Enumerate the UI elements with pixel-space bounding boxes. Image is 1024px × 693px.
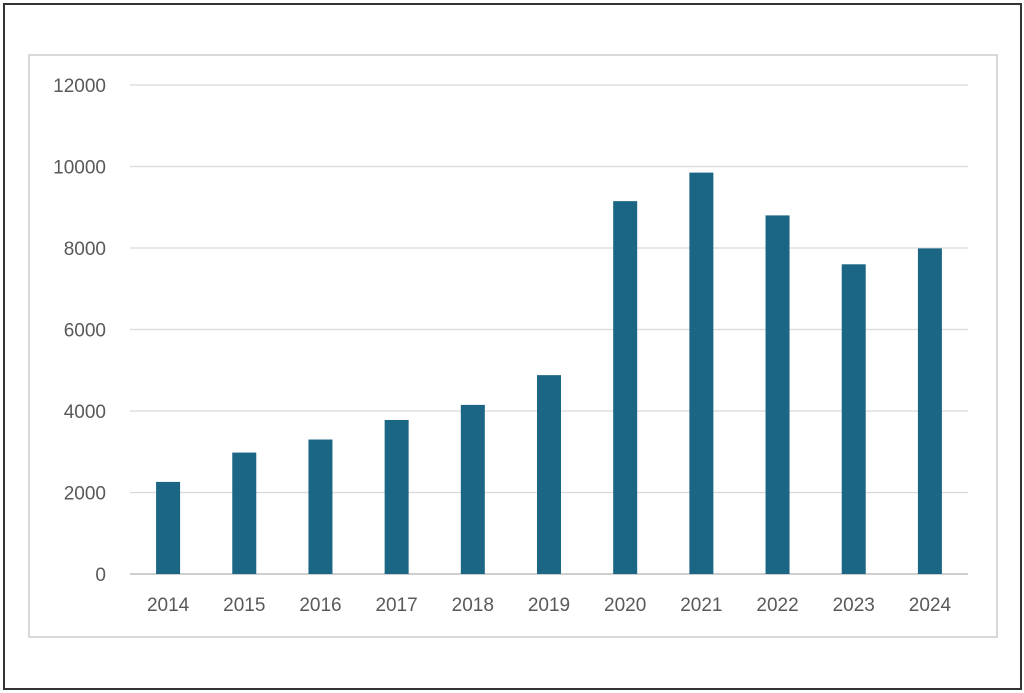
bar-2022 (765, 215, 790, 574)
y-tick-label: 2000 (64, 484, 106, 505)
bar-2024 (917, 248, 942, 574)
bar-2021 (689, 172, 714, 575)
x-tick-label: 2014 (147, 595, 190, 616)
x-tick-label: 2018 (452, 595, 494, 616)
x-tick-label: 2016 (299, 595, 341, 616)
bar-2023 (841, 264, 866, 574)
x-tick-label: 2021 (680, 595, 722, 616)
y-tick-label: 6000 (64, 321, 106, 342)
x-tick-label: 2022 (756, 595, 798, 616)
bar-2020 (613, 201, 638, 574)
y-tick-label: 4000 (64, 402, 106, 423)
y-axis-tick-labels: 0 2000 4000 6000 8000 10000 12000 (53, 76, 106, 586)
x-tick-label: 2024 (909, 595, 952, 616)
y-tick-label: 0 (95, 565, 106, 586)
chart-area (28, 54, 998, 638)
x-axis-tick-labels: 2014 2015 2016 2017 2018 2019 2020 2021 2022 2023… (147, 595, 952, 616)
y-tick-label: 10000 (53, 158, 106, 179)
bars (156, 172, 942, 575)
y-tick-label: 8000 (64, 239, 106, 260)
bar-2015 (232, 452, 257, 574)
bar-2014 (156, 481, 181, 574)
bar-2017 (384, 419, 409, 574)
bar-2018 (460, 404, 485, 574)
x-tick-label: 2015 (223, 595, 265, 616)
bar-2016 (308, 439, 333, 574)
x-tick-label: 2023 (833, 595, 875, 616)
y-tick-label: 12000 (53, 76, 106, 97)
x-tick-label: 2020 (604, 595, 646, 616)
x-tick-label: 2017 (375, 595, 417, 616)
bar-2019 (537, 375, 561, 574)
x-tick-label: 2019 (528, 595, 570, 616)
